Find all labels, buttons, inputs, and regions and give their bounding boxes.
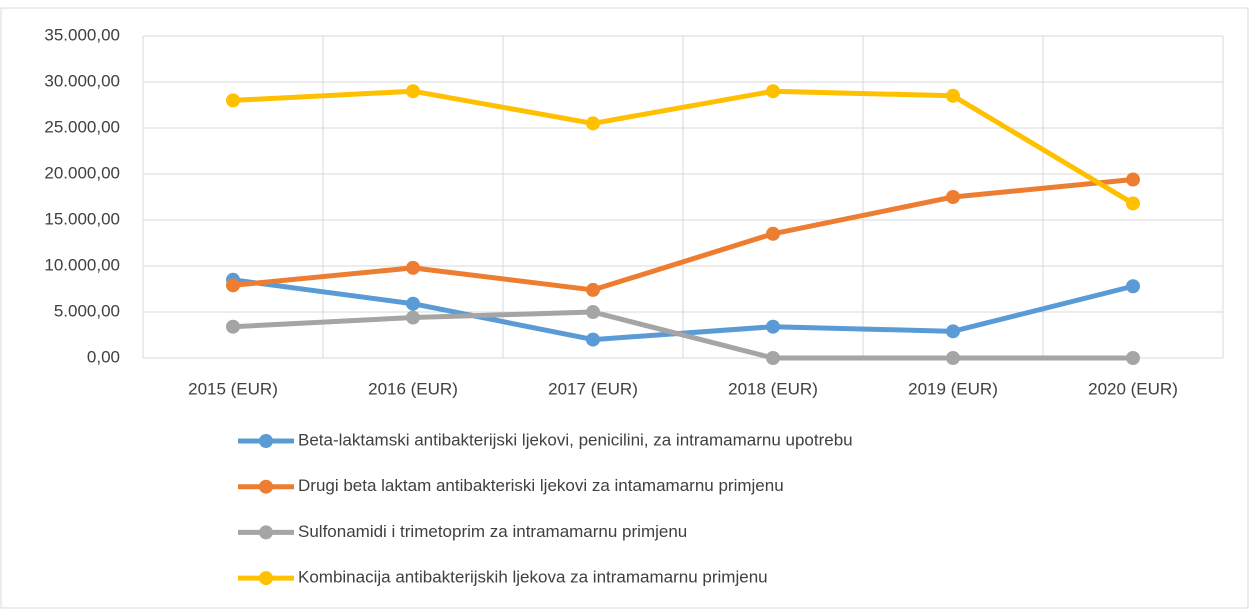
data-point — [406, 84, 420, 99]
data-point — [766, 84, 780, 99]
data-point — [586, 332, 600, 347]
data-point — [586, 305, 600, 319]
y-tick-label: 10.000,00 — [44, 255, 120, 274]
x-tick-label: 2018 (EUR) — [728, 379, 818, 398]
legend-marker — [259, 525, 273, 540]
data-point — [1126, 351, 1140, 365]
data-point — [946, 190, 960, 204]
legend-label: Drugi beta laktam antibakteriski ljekovi… — [298, 476, 784, 495]
data-point — [226, 319, 240, 334]
data-point — [946, 324, 960, 339]
y-tick-label: 20.000,00 — [44, 163, 120, 182]
y-tick-label: 25.000,00 — [44, 117, 120, 136]
legend-label: Kombinacija antibakterijskih ljekova za … — [298, 568, 768, 587]
y-tick-label: 30.000,00 — [44, 71, 120, 90]
data-point — [1126, 172, 1140, 187]
data-point — [586, 116, 600, 131]
data-point — [226, 278, 240, 293]
series-line — [232, 88, 1135, 206]
data-point — [946, 351, 960, 365]
y-tick-label: 15.000,00 — [44, 209, 120, 228]
data-point — [406, 260, 420, 275]
data-point — [766, 226, 780, 241]
legend-marker — [259, 571, 273, 586]
data-point — [586, 282, 600, 297]
series-line — [232, 177, 1134, 293]
y-tick-label: 5.000,00 — [54, 301, 120, 320]
legend-label: Sulfonamidi i trimetoprim za intramamarn… — [298, 522, 687, 541]
data-point — [226, 93, 240, 108]
data-point — [766, 351, 780, 365]
x-tick-label: 2020 (EUR) — [1088, 379, 1178, 398]
x-tick-label: 2016 (EUR) — [368, 379, 458, 398]
series-line — [232, 309, 1133, 361]
data-point — [1126, 196, 1140, 211]
y-tick-label: 35.000,00 — [44, 25, 120, 44]
x-tick-label: 2019 (EUR) — [908, 379, 998, 398]
legend-label: Beta-laktamski antibakterijski ljekovi, … — [298, 430, 853, 449]
data-point — [1126, 279, 1140, 294]
x-tick-label: 2015 (EUR) — [188, 379, 278, 398]
chart-border — [0, 7, 1249, 609]
data-point — [406, 296, 420, 311]
legend-marker — [259, 434, 273, 448]
x-tick-label: 2017 (EUR) — [548, 379, 638, 398]
data-point — [946, 88, 960, 103]
data-point — [766, 319, 780, 334]
legend-marker — [259, 479, 273, 494]
data-point — [406, 310, 420, 325]
y-tick-label: 0,00 — [87, 347, 120, 366]
